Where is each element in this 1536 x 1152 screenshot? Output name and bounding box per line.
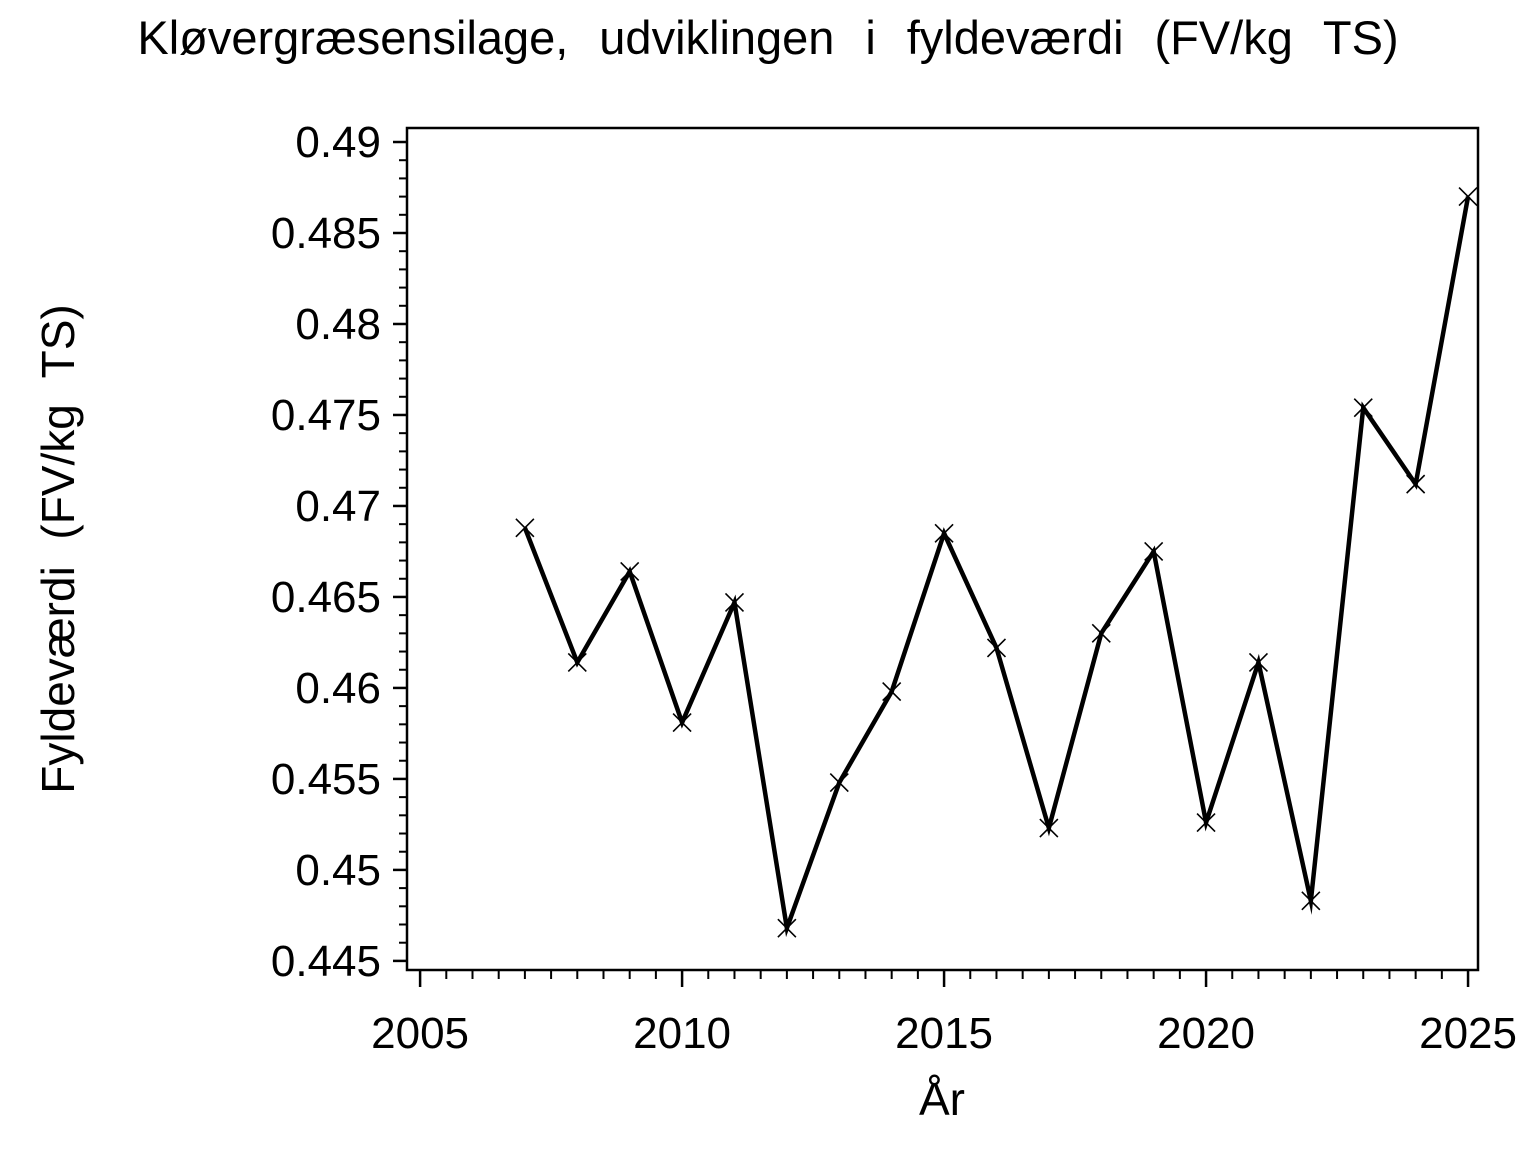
data-point-marker	[1039, 818, 1059, 838]
data-line	[522, 196, 1471, 938]
data-point-marker	[672, 712, 692, 733]
plot-frame	[405, 126, 1480, 972]
y-tick-label: 0.445	[271, 937, 381, 986]
y-tick-label: 0.485	[271, 209, 381, 258]
x-tick-label: 2020	[1157, 1009, 1255, 1058]
y-tick-label: 0.46	[295, 664, 381, 713]
data-point-marker	[515, 518, 535, 538]
y-tick-label: 0.465	[271, 573, 381, 622]
data-point-marker	[934, 523, 954, 543]
x-tick-label: 2005	[371, 1009, 469, 1058]
y-tick-label: 0.48	[295, 300, 381, 349]
data-point-marker	[620, 561, 640, 582]
data-point-marker	[1301, 891, 1321, 911]
data-point-marker	[1406, 474, 1426, 494]
data-point-marker	[1458, 187, 1478, 207]
y-tick-label: 0.49	[295, 118, 381, 167]
x-tick-label: 2015	[895, 1009, 993, 1058]
data-point-marker	[777, 918, 797, 938]
y-tick-label: 0.45	[295, 846, 381, 895]
data-point-marker	[882, 682, 902, 702]
data-point-marker	[1248, 652, 1269, 673]
y-tick-label: 0.47	[295, 482, 381, 531]
x-tick-label: 2025	[1419, 1009, 1517, 1058]
y-tick-label: 0.455	[271, 755, 381, 804]
data-point-marker	[1144, 541, 1164, 562]
data-point-marker	[724, 592, 745, 612]
x-tick-label: 2010	[633, 1009, 731, 1058]
data-point-marker	[1353, 398, 1373, 418]
y-tick-label: 0.475	[271, 391, 381, 440]
data-point-marker	[829, 772, 849, 793]
data-point-marker	[1091, 623, 1111, 643]
data-point-marker	[1196, 813, 1216, 833]
x-axis-title: År	[919, 1073, 965, 1125]
data-point-marker	[567, 652, 587, 673]
data-point-marker	[986, 638, 1007, 658]
chart-title: Kløvergræsensilage, udviklingen i fyldev…	[137, 11, 1399, 64]
